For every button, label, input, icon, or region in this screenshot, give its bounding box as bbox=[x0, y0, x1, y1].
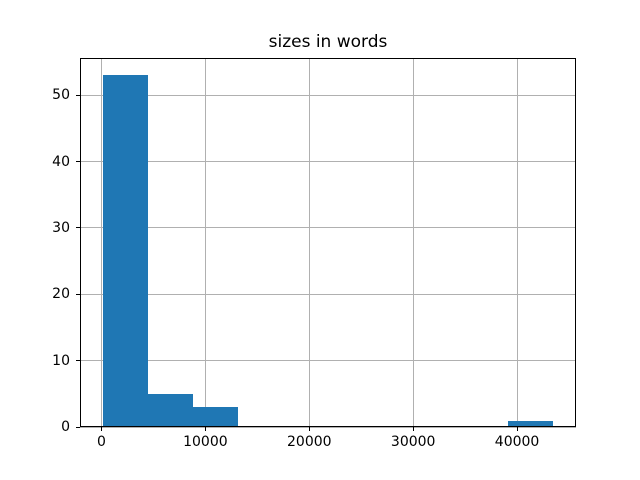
x-gridline bbox=[204, 57, 206, 428]
y-gridline bbox=[80, 293, 576, 295]
y-gridline bbox=[80, 227, 576, 229]
x-tick-mark bbox=[204, 427, 206, 432]
x-tick-mark bbox=[516, 427, 518, 432]
y-tick-label: 40 bbox=[52, 153, 70, 170]
chart-title: sizes in words bbox=[268, 32, 388, 52]
x-gridline bbox=[308, 57, 310, 428]
plot-area bbox=[80, 57, 576, 428]
y-gridline bbox=[80, 360, 576, 362]
y-tick-mark bbox=[76, 293, 80, 295]
x-tick-label: 20000 bbox=[287, 434, 332, 451]
y-tick-label: 50 bbox=[52, 87, 70, 104]
x-tick-label: 10000 bbox=[183, 434, 228, 451]
x-gridline bbox=[101, 57, 102, 428]
y-tick-mark bbox=[76, 94, 80, 96]
x-gridline bbox=[516, 57, 518, 428]
x-tick-mark bbox=[101, 427, 102, 432]
x-gridline bbox=[412, 57, 414, 428]
y-tick-mark bbox=[76, 360, 80, 362]
y-tick-label: 30 bbox=[52, 219, 70, 236]
y-gridline bbox=[80, 94, 576, 96]
x-tick-mark bbox=[412, 427, 414, 432]
x-tick-mark bbox=[308, 427, 310, 432]
histogram-bar bbox=[102, 75, 148, 428]
histogram-bar bbox=[147, 393, 193, 428]
histogram-bar bbox=[508, 420, 554, 428]
histogram-bar bbox=[192, 407, 238, 428]
y-tick-mark bbox=[76, 426, 80, 428]
x-tick-label: 40000 bbox=[494, 434, 540, 451]
y-tick-mark bbox=[76, 161, 80, 163]
y-tick-label: 0 bbox=[61, 419, 70, 436]
y-gridline bbox=[80, 161, 576, 163]
y-tick-label: 20 bbox=[52, 286, 70, 303]
y-tick-label: 10 bbox=[52, 352, 70, 369]
x-tick-label: 0 bbox=[97, 434, 106, 451]
y-tick-mark bbox=[76, 227, 80, 229]
x-tick-label: 30000 bbox=[390, 434, 436, 451]
y-gridline bbox=[80, 426, 576, 428]
